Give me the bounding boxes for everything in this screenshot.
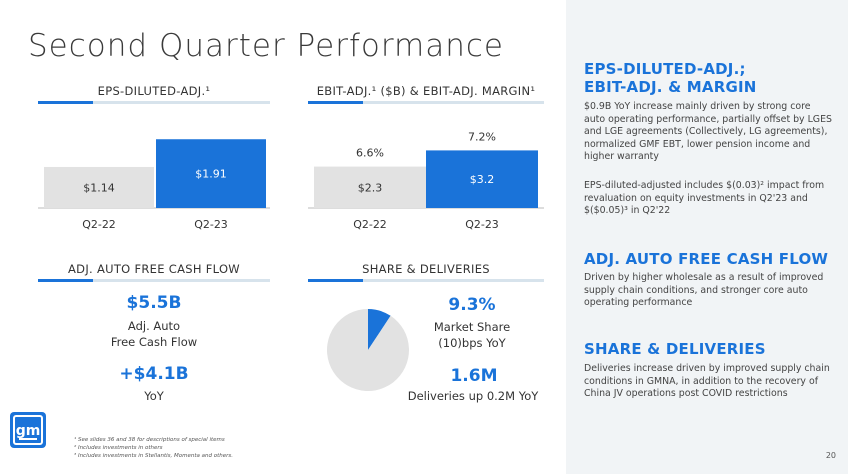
ebit-margin-label: 7.2% [468, 130, 496, 143]
page-title: Second Quarter Performance [28, 28, 504, 64]
ebit-value-label: $2.3 [358, 181, 383, 194]
fcf-commentary-heading: ADJ. AUTO FREE CASH FLOW [584, 250, 829, 268]
footnotes: ¹ See slides 36 and 38 for descriptions … [74, 436, 233, 460]
ebit-x-tick: Q2-22 [353, 218, 387, 231]
fcf-commentary-body: Driven by higher wholesale as a result o… [584, 272, 824, 308]
footnote-1: ¹ See slides 36 and 38 for descriptions … [74, 437, 225, 443]
eps-bar-q2-23 [156, 139, 266, 208]
fcf-panel-heading: ADJ. AUTO FREE CASH FLOW [68, 262, 240, 276]
ebit-x-tick: Q2-23 [465, 218, 499, 231]
market-share-pie [327, 309, 409, 391]
share-heading-rule [308, 279, 544, 282]
fcf-value: $5.5B [126, 293, 182, 313]
footnote-3: ³ Includes investments in Stellantis, Mo… [74, 453, 233, 459]
eps-x-tick: Q2-22 [82, 218, 116, 231]
eps-heading-rule [38, 101, 270, 104]
eps-value-label: $1.91 [195, 168, 227, 181]
eps-ebit-commentary-heading-1: EPS-DILUTED-ADJ.; [584, 60, 746, 78]
market-share-value: 9.3% [448, 295, 496, 315]
ebit-margin-label: 6.6% [356, 147, 384, 160]
fcf-yoy-value: +$4.1B [119, 364, 189, 384]
deliveries-value: 1.6M [450, 366, 498, 386]
ebit-heading-rule [308, 101, 544, 104]
ebit-bar-chart: $2.3 Q2-22 6.6% $3.2 Q2-23 7.2% [308, 130, 544, 231]
page-number: 20 [825, 451, 836, 460]
gm-logo: gm [10, 412, 46, 448]
market-share-label: Market Share [433, 320, 511, 334]
eps-bar-q2-22 [44, 166, 154, 208]
eps-value-label: $1.14 [83, 181, 115, 194]
eps-bar-chart: $1.14 Q2-22 $1.91 Q2-23 [38, 139, 270, 231]
ebit-panel-heading: EBIT-ADJ.¹ ($B) & EBIT-ADJ. MARGIN¹ [316, 84, 536, 98]
deliveries-label: Deliveries up 0.2M YoY [407, 389, 539, 403]
ebit-bar-q2-23 [426, 150, 538, 208]
commentary-panel: EPS-DILUTED-ADJ.; EBIT-ADJ. & MARGIN $0.… [566, 0, 848, 474]
eps-x-tick: Q2-23 [194, 218, 228, 231]
footnote-2: ² Includes investments in others [74, 445, 163, 451]
fcf-label-1: Adj. Auto [127, 319, 181, 333]
market-share-slice [368, 309, 391, 350]
eps-ebit-commentary-heading-2: EBIT-ADJ. & MARGIN [584, 78, 757, 96]
share-commentary-body: Deliveries increase driven by improved s… [584, 363, 830, 399]
fcf-heading-rule [38, 279, 270, 282]
fcf-label-2: Free Cash Flow [110, 335, 198, 349]
ebit-bar-q2-22 [314, 166, 426, 208]
other-share-slice [327, 309, 409, 391]
gm-logo-text: gm [13, 415, 43, 445]
share-commentary-heading: SHARE & DELIVERIES [584, 340, 766, 358]
market-share-yoy: (10)bps YoY [438, 336, 506, 350]
eps-ebit-commentary-note: EPS-diluted-adjusted includes $(0.03)² i… [584, 180, 825, 216]
eps-panel-heading: EPS-DILUTED-ADJ.¹ [97, 84, 211, 98]
share-panel-heading: SHARE & DELIVERIES [362, 262, 490, 276]
fcf-yoy-label: YoY [144, 389, 164, 403]
eps-ebit-commentary-body: $0.9B YoY increase mainly driven by stro… [584, 101, 832, 162]
ebit-value-label: $3.2 [470, 173, 495, 186]
